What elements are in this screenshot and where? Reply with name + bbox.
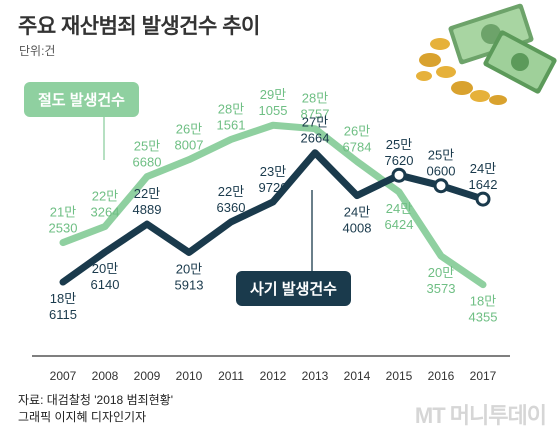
- data-label-bottom: 6424: [385, 217, 414, 232]
- label-pointers: [103, 112, 313, 275]
- data-label-bottom: 1055: [259, 103, 288, 118]
- data-label-top: 24만: [386, 201, 412, 216]
- x-tick-label: 2014: [344, 369, 371, 383]
- data-label-bottom: 3573: [427, 281, 456, 296]
- data-label-top: 27만: [302, 115, 328, 130]
- data-label-bottom: 2530: [49, 221, 78, 236]
- banknote-stack-icon: [448, 3, 557, 94]
- publisher-watermark: MT 머니투데이: [414, 403, 547, 428]
- source-credit: 자료: 대검찰청 '2018 범죄현황' 그래픽 이지혜 디자인기자: [18, 392, 173, 426]
- data-label-top: 25만: [428, 148, 454, 163]
- data-label-bottom: 8007: [175, 138, 204, 153]
- data-label-bottom: 6115: [49, 307, 77, 322]
- data-label-top: 28만: [218, 101, 244, 116]
- series-label-theft: 절도 발생건수: [24, 82, 139, 117]
- fraud-point-marker: [391, 167, 407, 183]
- data-label-bottom: 6140: [91, 277, 120, 292]
- series-layer: [59, 121, 491, 289]
- data-label-top: 20만: [428, 265, 454, 280]
- data-label-bottom: 1561: [217, 117, 246, 132]
- data-label-top: 18만: [470, 294, 496, 309]
- series-line-theft: [59, 121, 487, 289]
- x-axis: 2007 2008 2009 2010 2011 2012 2013 2014 2015 2016…: [50, 369, 497, 383]
- data-label-bottom: 7620: [385, 153, 414, 168]
- data-label-top: 24만: [470, 161, 496, 176]
- x-tick-label: 2013: [302, 369, 329, 383]
- data-label-top: 24만: [344, 205, 370, 220]
- x-tick-label: 2016: [428, 369, 455, 383]
- data-label-top: 20만: [176, 261, 202, 276]
- data-label-bottom: 0600: [427, 164, 456, 179]
- value-labels: 21만253022만326425만668026만800728만156129만10…: [49, 87, 498, 324]
- source-line: 자료: 대검찰청 '2018 범죄현황': [18, 393, 174, 407]
- data-label-top: 25만: [134, 139, 160, 154]
- data-label-top: 23만: [260, 164, 286, 179]
- data-label-bottom: 6784: [343, 140, 372, 155]
- data-label-top: 18만: [50, 291, 76, 306]
- credit-line: 그래픽 이지혜 디자인기자: [18, 410, 147, 424]
- x-tick-label: 2007: [50, 369, 77, 383]
- series-line-fraud: [59, 149, 487, 286]
- fraud-point-marker: [433, 178, 449, 194]
- coin-pile-icon: [416, 38, 507, 105]
- data-label-top: 26만: [344, 124, 370, 139]
- x-tick-label: 2012: [260, 369, 287, 383]
- data-label-bottom: 4008: [343, 221, 372, 236]
- x-tick-label: 2011: [218, 369, 244, 383]
- data-label-top: 22만: [92, 189, 118, 204]
- fraud-point-marker: [475, 191, 491, 207]
- chart-title: 주요 재산범죄 발생건수 추이: [18, 15, 260, 38]
- data-label-bottom: 6680: [133, 155, 162, 170]
- data-label-bottom: 4355: [469, 310, 498, 325]
- data-label-bottom: 6360: [217, 200, 246, 215]
- data-label-bottom: 8757: [301, 107, 330, 122]
- data-label-top: 22만: [134, 186, 160, 201]
- data-label-top: 28만: [302, 91, 328, 106]
- x-tick-label: 2008: [92, 369, 119, 383]
- data-label-bottom: 5913: [175, 277, 204, 292]
- x-tick-label: 2009: [134, 369, 161, 383]
- data-label-top: 20만: [92, 261, 118, 276]
- data-label-bottom: 9720: [259, 180, 288, 195]
- data-label-bottom: 2664: [301, 131, 330, 146]
- x-tick-label: 2010: [176, 369, 203, 383]
- data-label-top: 22만: [218, 184, 244, 199]
- x-tick-label: 2017: [470, 369, 497, 383]
- unit-label: 단위:건: [19, 44, 56, 58]
- data-label-bottom: 3264: [91, 205, 120, 220]
- x-tick-label: 2015: [386, 369, 413, 383]
- data-label-bottom: 4889: [133, 202, 162, 217]
- data-label-top: 25만: [386, 137, 412, 152]
- data-label-top: 26만: [176, 122, 202, 137]
- data-label-bottom: 1642: [469, 177, 498, 192]
- series-label-fraud: 사기 발생건수: [236, 271, 351, 306]
- data-label-top: 21만: [50, 205, 76, 220]
- data-label-top: 29만: [260, 87, 286, 102]
- money-illustration: [416, 3, 557, 105]
